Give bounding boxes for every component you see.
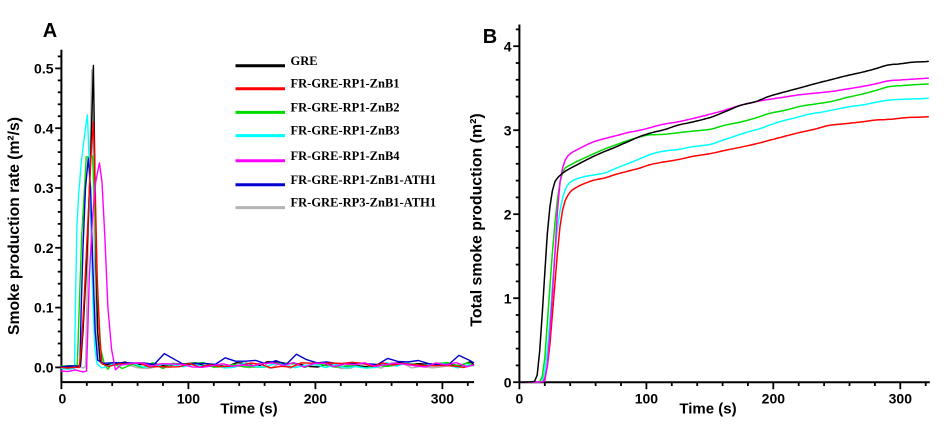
svg-text:FR-GRE-RP1-ZnB4: FR-GRE-RP1-ZnB4 xyxy=(291,149,401,163)
svg-text:100: 100 xyxy=(177,391,201,407)
svg-text:0.4: 0.4 xyxy=(34,120,54,136)
svg-text:Time (s): Time (s) xyxy=(220,401,277,418)
svg-text:0.5: 0.5 xyxy=(34,61,54,77)
svg-text:0.0: 0.0 xyxy=(34,360,54,376)
svg-text:FR-GRE-RP1-ZnB3: FR-GRE-RP1-ZnB3 xyxy=(291,124,400,138)
svg-text:GRE: GRE xyxy=(291,54,318,68)
svg-text:0: 0 xyxy=(516,391,524,407)
svg-text:3: 3 xyxy=(504,122,512,138)
svg-text:B: B xyxy=(483,26,497,48)
svg-text:300: 300 xyxy=(889,391,913,407)
svg-text:Total smoke production (m²): Total smoke production (m²) xyxy=(469,113,486,326)
svg-text:2: 2 xyxy=(504,206,512,222)
svg-text:Smoke production rate (m²/s): Smoke production rate (m²/s) xyxy=(6,117,23,335)
svg-text:0: 0 xyxy=(504,374,512,390)
svg-text:FR-GRE-RP1-ZnB2: FR-GRE-RP1-ZnB2 xyxy=(291,100,400,114)
svg-text:100: 100 xyxy=(635,391,659,407)
svg-text:0.3: 0.3 xyxy=(34,180,54,196)
svg-text:4: 4 xyxy=(504,38,512,54)
svg-text:Time (s): Time (s) xyxy=(679,401,736,418)
svg-text:0.2: 0.2 xyxy=(34,240,54,256)
svg-text:FR-GRE-RP1-ZnB1-ATH1: FR-GRE-RP1-ZnB1-ATH1 xyxy=(291,173,437,187)
svg-text:200: 200 xyxy=(304,391,328,407)
svg-text:1: 1 xyxy=(504,290,512,306)
svg-text:200: 200 xyxy=(762,391,786,407)
svg-text:FR-GRE-RP1-ZnB1: FR-GRE-RP1-ZnB1 xyxy=(291,77,400,91)
svg-text:FR-GRE-RP3-ZnB1-ATH1: FR-GRE-RP3-ZnB1-ATH1 xyxy=(291,196,437,210)
svg-text:0: 0 xyxy=(59,391,67,407)
svg-text:A: A xyxy=(43,20,57,42)
svg-text:0.1: 0.1 xyxy=(34,300,54,316)
svg-text:300: 300 xyxy=(431,391,455,407)
